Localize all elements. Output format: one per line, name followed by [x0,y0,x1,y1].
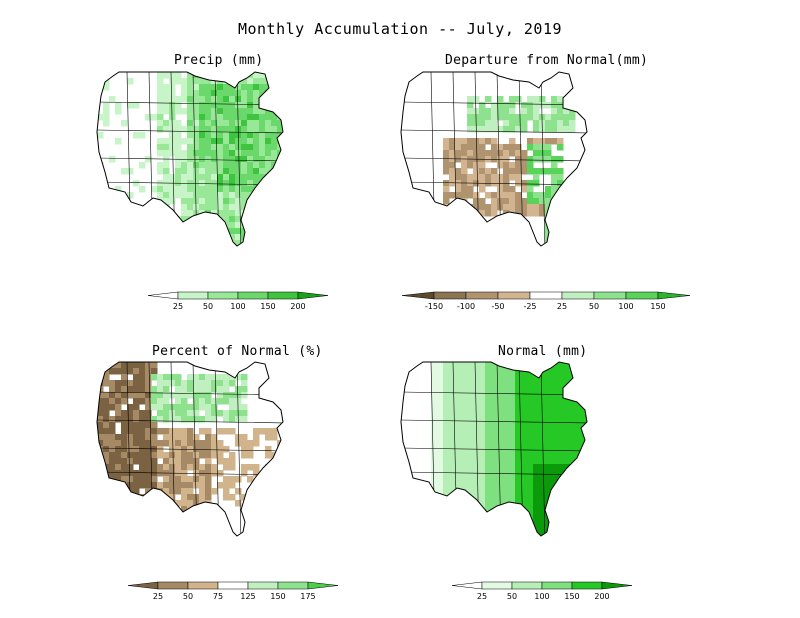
legend-label: 100 [230,302,245,311]
legend-swatch [561,291,595,300]
legend-label: 50 [507,592,517,601]
legend-swatch [177,291,209,300]
legend-swatch [277,581,309,590]
map-shading [97,72,283,246]
legend-label: 25 [153,592,163,601]
legend-label: -100 [457,302,475,311]
state-borders [97,72,283,246]
legend-label: 25 [173,302,183,311]
panel-title-departure: Departure from Normal(mm) [445,53,649,68]
panel-title-normal: Normal (mm) [498,344,588,359]
legend-swatch [401,291,435,300]
map-precip [96,71,284,247]
legend-label: -25 [523,302,536,311]
legend-swatch [267,291,299,300]
legend-label: 75 [213,592,223,601]
legend-label: 150 [564,592,579,601]
legend-swatch [297,291,329,300]
panel-title-precip: Precip (mm) [174,53,264,68]
legend-label: 150 [650,302,665,311]
legend-swatch [217,581,249,590]
legend-label: 100 [534,592,549,601]
legend-swatch [307,581,339,590]
legend-swatch [237,291,269,300]
legend-swatch [127,581,159,590]
state-borders [401,72,587,246]
legend-swatch [247,581,279,590]
legend-swatch [465,291,499,300]
legend-swatch [571,581,603,590]
legend-label: 200 [290,302,305,311]
map-percent [96,361,284,537]
legend-label: -50 [491,302,504,311]
legend-label: -150 [425,302,443,311]
legend-label: 25 [557,302,567,311]
legend-swatch [147,291,179,300]
figure-title: Monthly Accumulation -- July, 2019 [237,20,563,38]
legend-percent: 25 50 75 125 150 175 [127,581,339,601]
map-departure [400,71,588,247]
legend-swatch [207,291,239,300]
legend-label: 50 [203,302,213,311]
panel-title-percent: Percent of Normal (%) [152,344,323,359]
legend-label: 100 [618,302,633,311]
legend-precip: 25 50 100 150 200 [147,291,329,311]
legend-label: 50 [589,302,599,311]
legend-label: 150 [270,592,285,601]
legend-label: 175 [300,592,315,601]
legend-departure: -150 -100 -50 -25 25 50 100 150 [401,291,691,311]
legend-swatch [187,581,219,590]
legend-label: 200 [594,592,609,601]
legend-swatch [541,581,573,590]
legend-normal: 25 50 100 150 200 [451,581,633,601]
legend-label: 50 [183,592,193,601]
legend-swatch [481,581,513,590]
legend-swatch [657,291,691,300]
legend-label: 150 [260,302,275,311]
legend-swatch [433,291,467,300]
map-shading [97,362,283,536]
legend-swatch [593,291,627,300]
map-shading [431,362,587,536]
legend-swatch [601,581,633,590]
legend-swatch [451,581,483,590]
map-shading [443,96,587,246]
legend-label: 25 [477,592,487,601]
legend-swatch [497,291,531,300]
legend-swatch [511,581,543,590]
legend-swatch [529,291,563,300]
map-normal [400,361,588,537]
legend-label: 125 [240,592,255,601]
legend-swatch [625,291,659,300]
legend-swatch [157,581,189,590]
